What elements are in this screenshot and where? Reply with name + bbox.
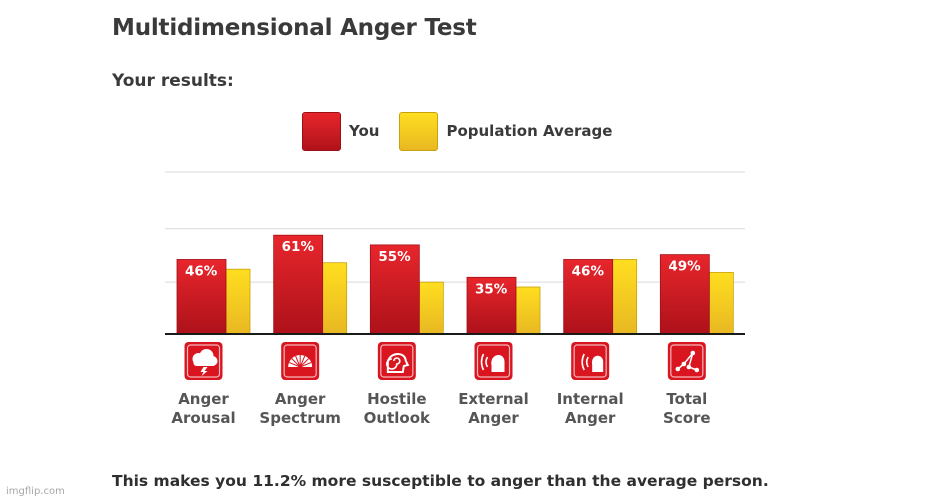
bar-you-hostile-outlook [369,244,420,335]
bar-population-average-anger-arousal [225,268,251,335]
inward-head-icon [571,342,610,380]
legend-label-population-average: Population Average [446,122,613,140]
bar-population-average-internal-anger [612,259,638,335]
legend-label-you: You [349,122,380,140]
anger-bar-chart: 46%61%55%35%46% 49% AngerArousalAngerSpec… [165,171,745,427]
page-title: Multidimensional Anger Test [112,15,477,41]
category-label-total-score-line2: Score [663,409,711,427]
category-label-total-score-line1: Total [666,390,707,408]
category-label-anger-arousal-line2: Arousal [171,409,235,427]
category-label-external-anger-line2: Anger [468,409,519,427]
bar-population-average-hostile-outlook [418,281,444,335]
category-label-anger-arousal-line1: Anger [178,390,229,408]
bar-you-anger-spectrum [273,234,324,335]
bar-you-external-anger [466,276,517,335]
legend-swatch-you [302,111,341,151]
fan-gauge-icon [281,342,320,380]
data-label-hostile-outlook: 55% [378,249,411,265]
data-label-external-anger: 35% [475,281,508,297]
results-subtitle: Your results: [112,71,234,91]
category-label-internal-anger-line2: Anger [565,409,616,427]
data-label-anger-spectrum: 61% [282,239,315,255]
data-label-anger-arousal: 46% [185,263,218,279]
category-label-external-anger-line1: External [458,390,529,408]
bar-you-internal-anger [563,259,614,335]
category-label-hostile-outlook-line2: Outlook [364,409,431,427]
bar-you-anger-arousal [176,259,227,335]
category-label-anger-spectrum-line1: Anger [275,390,326,408]
storm-cloud-icon [184,342,223,380]
head-spiral-icon [377,342,416,380]
legend-item-you: You [302,111,380,151]
legend-item-population-average: Population Average [399,111,613,151]
category-label-internal-anger-line1: Internal [557,390,624,408]
category-label-hostile-outlook-line1: Hostile [367,390,426,408]
category-label-anger-spectrum-line2: Spectrum [259,409,340,427]
bar-you-total-score [659,254,710,335]
chart-legend: You Population Average [302,111,632,151]
bar-population-average-anger-spectrum [322,262,348,335]
constellation-icon [667,342,706,380]
data-label-internal-anger: 46% [572,263,605,279]
bar-population-average-total-score [708,272,734,335]
bar-population-average-external-anger [515,286,541,335]
legend-swatch-population-average [399,111,439,151]
data-label-total-score: 49% [668,259,701,275]
watermark: imgflip.com [6,486,65,497]
results-summary: This makes you 11.2% more susceptible to… [112,472,769,490]
outward-head-icon [474,342,513,380]
